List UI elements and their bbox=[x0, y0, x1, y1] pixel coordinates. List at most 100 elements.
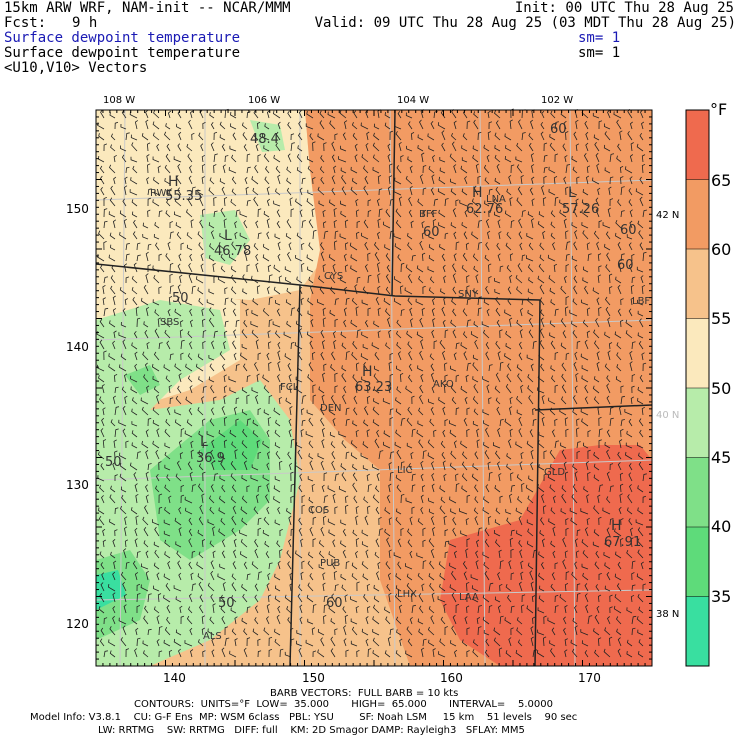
wind-barb bbox=[607, 109, 611, 119]
wind-barb bbox=[109, 518, 116, 526]
wind-barb bbox=[472, 648, 479, 658]
wind-barb bbox=[616, 628, 622, 636]
wind-barb bbox=[407, 156, 413, 163]
wind-barb bbox=[531, 198, 535, 207]
wind-barb bbox=[483, 561, 490, 570]
wind-barb bbox=[308, 242, 314, 251]
wind-barb bbox=[450, 188, 457, 196]
wind-barb bbox=[141, 440, 149, 449]
wind-barb bbox=[243, 460, 248, 471]
wind-barb bbox=[219, 475, 226, 482]
wind-barb bbox=[550, 365, 556, 372]
wind-barb bbox=[188, 606, 193, 614]
wind-barb bbox=[628, 472, 633, 482]
wind-barb bbox=[453, 253, 457, 262]
wind-barb bbox=[338, 431, 347, 438]
wind-barb bbox=[185, 299, 193, 306]
wind-barb bbox=[525, 484, 534, 493]
wind-barb bbox=[460, 342, 468, 350]
wind-barb bbox=[349, 242, 358, 251]
wind-barb bbox=[543, 615, 547, 625]
wind-barb bbox=[609, 518, 614, 526]
wind-barb bbox=[604, 363, 611, 372]
wind-barb bbox=[338, 485, 347, 493]
wind-barb bbox=[257, 232, 262, 240]
city-label: COS bbox=[308, 505, 329, 516]
wind-barb bbox=[629, 209, 633, 218]
wind-barb bbox=[367, 274, 372, 284]
wind-barb bbox=[241, 299, 248, 306]
wind-barb bbox=[515, 274, 523, 284]
wind-barb bbox=[141, 406, 149, 416]
wind-barb bbox=[243, 561, 248, 570]
wind-barb bbox=[330, 618, 336, 625]
wind-barb bbox=[539, 297, 545, 306]
wind-barb bbox=[473, 119, 479, 130]
wind-barb bbox=[565, 352, 570, 361]
wind-barb bbox=[110, 419, 116, 427]
wind-barb bbox=[498, 549, 502, 559]
wind-barb bbox=[488, 209, 492, 218]
wind-barb bbox=[444, 419, 448, 427]
wind-barb bbox=[307, 297, 314, 306]
wind-barb bbox=[477, 307, 482, 317]
wind-barb bbox=[155, 449, 160, 460]
wind-barb bbox=[637, 538, 644, 548]
wind-barb bbox=[430, 548, 435, 559]
wind-barb bbox=[518, 341, 523, 350]
wind-barb bbox=[419, 350, 424, 361]
wind-barb bbox=[298, 517, 303, 526]
wind-barb bbox=[245, 308, 249, 317]
wind-barb bbox=[431, 329, 435, 339]
wind-barb bbox=[355, 515, 359, 526]
wind-barb bbox=[242, 593, 248, 603]
wind-barb bbox=[450, 365, 457, 372]
wind-barb bbox=[477, 527, 483, 537]
wind-barb bbox=[506, 231, 512, 240]
wind-barb bbox=[241, 122, 248, 130]
wind-barb bbox=[496, 242, 501, 251]
wind-barb bbox=[477, 296, 482, 306]
wind-barb bbox=[539, 254, 545, 262]
wind-barb bbox=[319, 166, 325, 174]
wind-barb bbox=[98, 230, 105, 240]
wind-barb bbox=[99, 484, 105, 493]
field-1-title: Surface dewpoint temperature bbox=[4, 30, 241, 46]
wind-barb bbox=[549, 133, 556, 141]
wind-barb bbox=[485, 427, 490, 438]
wind-barb bbox=[637, 397, 644, 405]
wind-barb bbox=[606, 572, 611, 581]
wind-barb bbox=[543, 473, 548, 482]
wind-barb bbox=[598, 573, 602, 580]
wind-barb bbox=[309, 460, 314, 471]
wind-barb bbox=[179, 452, 183, 460]
city-label: DEN bbox=[320, 403, 342, 414]
wind-barb bbox=[474, 451, 479, 460]
wind-barb bbox=[312, 604, 317, 614]
wind-barb bbox=[163, 319, 171, 328]
extremum-marker: H bbox=[611, 518, 622, 534]
wind-barb bbox=[217, 573, 226, 581]
wind-barb bbox=[223, 197, 228, 207]
wind-barb bbox=[153, 585, 160, 592]
wind-barb bbox=[373, 584, 380, 592]
wind-barb bbox=[130, 134, 138, 141]
wind-barb bbox=[631, 572, 635, 581]
wind-barb bbox=[504, 353, 512, 361]
wind-barb bbox=[173, 585, 182, 592]
wind-barb bbox=[532, 340, 537, 350]
wind-barb bbox=[118, 419, 127, 427]
wind-barb bbox=[134, 351, 138, 361]
wind-barb bbox=[496, 319, 501, 328]
wind-barb bbox=[455, 604, 460, 614]
wind-barb bbox=[187, 330, 193, 339]
wind-barb bbox=[224, 320, 229, 328]
wind-barb bbox=[505, 330, 512, 339]
wind-barb bbox=[147, 197, 152, 207]
wind-barb bbox=[516, 627, 523, 636]
wind-barb bbox=[550, 507, 556, 515]
wind-barb bbox=[520, 384, 524, 394]
wind-barb bbox=[198, 483, 204, 493]
wind-barb bbox=[113, 176, 117, 185]
wind-barb bbox=[584, 339, 589, 350]
